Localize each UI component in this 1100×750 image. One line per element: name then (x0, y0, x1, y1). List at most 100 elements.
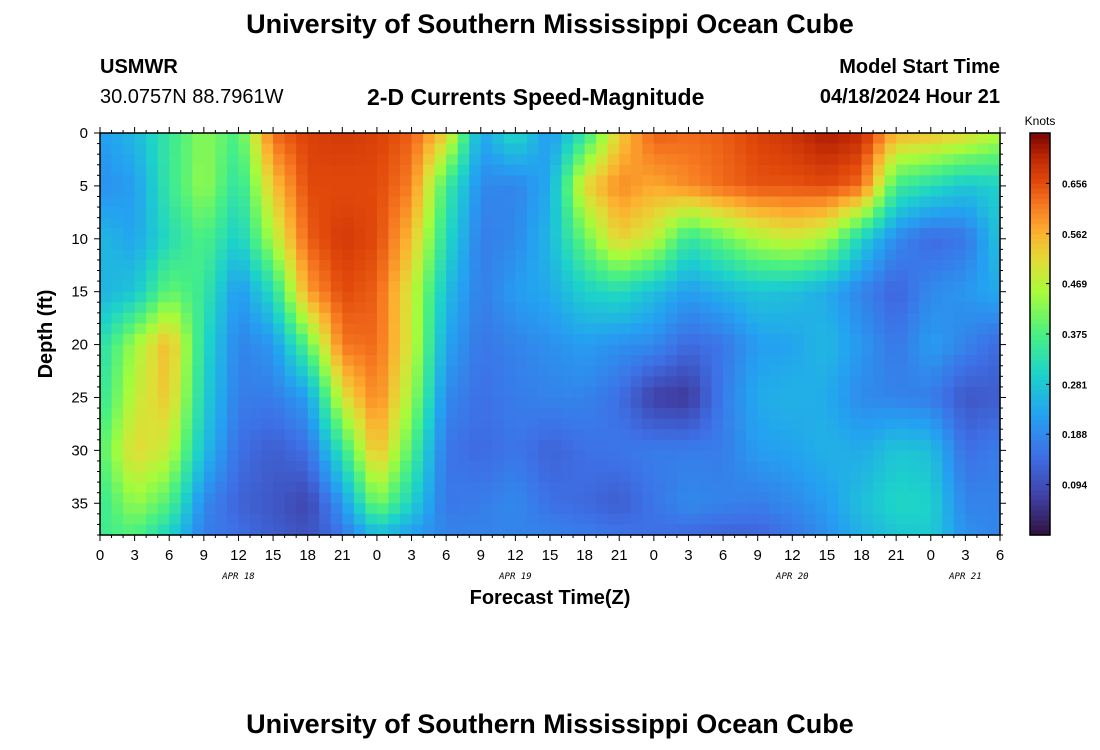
heatmap-cell (826, 175, 840, 187)
heatmap-cell (192, 513, 205, 526)
heatmap-cell (573, 397, 586, 409)
colorbar-tick-label: 0.094 (1062, 481, 1087, 492)
heatmap-cell (261, 386, 274, 399)
heatmap-cell (942, 460, 955, 473)
heatmap-cell (538, 228, 551, 240)
heatmap-cell (365, 513, 378, 526)
heatmap-cell (296, 492, 309, 504)
heatmap-cell (665, 281, 678, 293)
heatmap-cell (746, 228, 759, 240)
heatmap-cell (711, 323, 724, 335)
heatmap-cell (480, 281, 493, 293)
heatmap-cell (376, 386, 390, 399)
heatmap-cell (561, 196, 574, 208)
heatmap-cell (976, 249, 990, 261)
heatmap-cell (100, 365, 113, 377)
heatmap-cell (700, 196, 713, 208)
heatmap-cell (250, 482, 263, 494)
heatmap-cell (850, 471, 863, 483)
heatmap-cell (503, 185, 516, 198)
heatmap-cell (261, 429, 274, 441)
heatmap-cell (376, 238, 390, 250)
heatmap-cell (261, 471, 274, 483)
heatmap-cell (111, 408, 124, 420)
heatmap-cell (365, 344, 378, 356)
heatmap-cell (180, 133, 193, 145)
heatmap-cell (988, 460, 1001, 473)
heatmap-cell (596, 397, 609, 409)
heatmap-cell (826, 281, 840, 293)
heatmap-cell (411, 175, 424, 187)
heatmap-cell (457, 164, 470, 176)
heatmap-cell (319, 450, 332, 462)
colorbar-segment (1030, 454, 1050, 461)
heatmap-cell (446, 164, 459, 176)
heatmap-cell (226, 228, 240, 240)
heatmap-cell (746, 386, 759, 399)
heatmap-cell (284, 164, 297, 176)
heatmap-cell (446, 439, 459, 451)
heatmap-cell (838, 439, 851, 451)
heatmap-cell (238, 344, 251, 356)
heatmap-cell (134, 133, 147, 145)
heatmap-cell (192, 418, 205, 430)
heatmap-cell (123, 302, 136, 314)
heatmap-cell (503, 228, 516, 240)
heatmap-cell (873, 503, 886, 515)
x-tick-label: 21 (334, 547, 351, 564)
heatmap-cell (700, 270, 713, 282)
heatmap-cell (584, 291, 597, 303)
heatmap-cell (630, 439, 643, 451)
heatmap-cell (515, 365, 528, 377)
heatmap-cell (965, 386, 978, 399)
heatmap-cell (111, 143, 124, 155)
heatmap-cell (480, 217, 493, 229)
heatmap-cell (711, 259, 724, 272)
heatmap-cell (469, 185, 482, 198)
heatmap-cell (469, 460, 482, 473)
heatmap-cell (538, 397, 551, 409)
heatmap-cell (192, 281, 205, 293)
heatmap-cell (503, 513, 516, 526)
heatmap-cell (261, 154, 274, 166)
colorbar-segment (1030, 459, 1050, 466)
heatmap-cell (930, 164, 943, 176)
heatmap-cell (365, 334, 378, 346)
heatmap-cell (919, 270, 932, 282)
heatmap-cell (330, 164, 343, 176)
heatmap-cell (284, 312, 297, 325)
heatmap-cell (238, 365, 251, 377)
heatmap-cell (480, 524, 493, 536)
heatmap-cell (388, 492, 401, 504)
heatmap-cell (238, 513, 251, 526)
heatmap-cell (503, 249, 516, 261)
heatmap-cell (711, 355, 724, 367)
heatmap-cell (746, 408, 759, 420)
heatmap-cell (169, 334, 182, 346)
heatmap-cell (376, 312, 390, 325)
heatmap-cell (215, 460, 228, 473)
heatmap-cell (400, 281, 413, 293)
heatmap-cell (642, 492, 655, 504)
heatmap-cell (688, 365, 701, 377)
heatmap-cell (469, 281, 482, 293)
heatmap-cell (538, 386, 551, 399)
heatmap-cell (307, 524, 320, 536)
heatmap-cell (100, 344, 113, 356)
heatmap-cell (584, 249, 597, 261)
heatmap-cell (330, 355, 343, 367)
heatmap-cell (653, 185, 666, 198)
heatmap-cell (238, 376, 251, 388)
heatmap-cell (388, 164, 401, 176)
heatmap-cell (492, 259, 505, 272)
heatmap-cell (642, 259, 655, 272)
heatmap-cell (965, 281, 978, 293)
heatmap-cell (111, 386, 124, 399)
heatmap-cell (873, 143, 886, 155)
heatmap-cell (330, 302, 343, 314)
heatmap-cell (584, 270, 597, 282)
heatmap-cell (123, 503, 136, 515)
heatmap-cell (423, 133, 436, 145)
heatmap-cell (930, 312, 943, 325)
heatmap-cell (434, 185, 447, 198)
